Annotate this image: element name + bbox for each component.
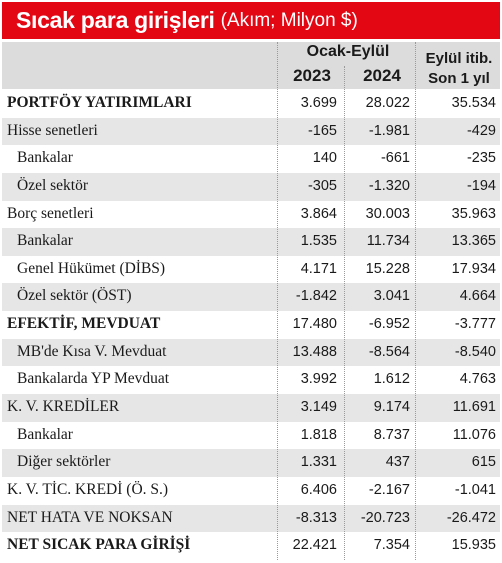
cell-trailing-12m: 17.934 <box>451 260 496 277</box>
cell-trailing-12m: 11.691 <box>452 399 496 416</box>
row-label: NET SICAK PARA GİRİŞİ <box>7 536 191 554</box>
row-label: K. V. KREDİLER <box>7 398 120 416</box>
table-row: MB'de Kısa V. Mevduat 13.488 -8.564 -8.5… <box>2 338 500 367</box>
table-row: Bankalarda YP Mevduat 3.992 1.612 4.763 <box>2 366 500 394</box>
cell-trailing-12m: -3.777 <box>454 316 496 333</box>
cell-2024: 1.612 <box>373 371 410 388</box>
row-label: Borç senetleri <box>7 204 94 222</box>
cell-2023: 3.864 <box>300 205 337 222</box>
table-row: Hisse senetleri -165 -1.981 -429 <box>2 117 500 146</box>
cell-2023: 3.149 <box>300 399 337 416</box>
table-title-bar: Sıcak para girişleri (Akım; Milyon $) <box>2 2 500 39</box>
cell-2024: -20.723 <box>360 509 410 526</box>
cell-2023: -8.313 <box>295 509 337 526</box>
cell-trailing-12m: -235 <box>466 150 496 167</box>
cell-2023: 1.535 <box>300 233 337 250</box>
table-row: Genel Hükümet (DİBS) 4.171 15.228 17.934 <box>2 256 500 284</box>
cell-2024: -661 <box>380 150 410 167</box>
table-body: PORTFÖY YATIRIMLARI 3.699 28.022 35.534 … <box>2 90 500 560</box>
row-label: NET HATA VE NOKSAN <box>7 508 173 526</box>
row-label: Özel sektör <box>17 176 89 194</box>
row-label: Genel Hükümet (DİBS) <box>17 259 166 277</box>
table-row: Özel sektör -305 -1.320 -194 <box>2 172 500 201</box>
cell-trailing-12m: -26.472 <box>446 509 496 526</box>
cell-2023: 13.488 <box>292 343 337 360</box>
table-row: Borç senetleri 3.864 30.003 35.963 <box>2 201 500 229</box>
table-row: Bankalar 1.818 8.737 11.076 <box>2 422 500 450</box>
table-row: K. V. KREDİLER 3.149 9.174 11.691 <box>2 394 500 422</box>
cell-2023: 17.480 <box>292 316 337 333</box>
cell-2023: 1.818 <box>300 426 337 443</box>
table-subtitle: (Akım; Milyon $) <box>220 9 358 31</box>
cell-2024: 7.354 <box>373 537 410 554</box>
cell-2024: -8.564 <box>368 343 410 360</box>
table-row: Diğer sektörler 1.331 437 615 <box>2 449 500 477</box>
row-label: Hisse senetleri <box>7 121 98 139</box>
cell-2024: 437 <box>385 454 410 471</box>
row-label: Bankalar <box>17 149 73 167</box>
table-header: Ocak-Eylül 2023 2024 Eylül itib. Son 1 y… <box>2 42 500 89</box>
cell-2023: 3.992 <box>300 371 337 388</box>
header-period: Ocak-Eylül <box>306 43 390 60</box>
header-year-2024: 2024 <box>363 66 401 85</box>
cell-2024: -2.167 <box>368 481 410 498</box>
cell-2023: -305 <box>307 177 337 194</box>
cell-2024: 11.734 <box>366 233 410 250</box>
row-label: EFEKTİF, MEVDUAT <box>7 315 161 333</box>
cell-2024: 9.174 <box>373 399 410 416</box>
cell-2023: 22.421 <box>292 537 337 554</box>
table-row: Özel sektör (ÖST) -1.842 3.041 4.664 <box>2 283 500 312</box>
cell-2024: -1.981 <box>368 122 410 139</box>
cell-2023: 4.171 <box>300 260 337 277</box>
row-label: MB'de Kısa V. Mevduat <box>17 342 167 360</box>
table-row: NET HATA VE NOKSAN -8.313 -20.723 -26.47… <box>2 504 500 533</box>
cell-trailing-12m: 4.664 <box>459 288 496 305</box>
header-trailing-line2: Son 1 yıl <box>428 70 490 87</box>
row-label: Diğer sektörler <box>17 453 111 471</box>
cell-2023: -165 <box>307 122 337 139</box>
row-label: PORTFÖY YATIRIMLARI <box>7 94 192 111</box>
cell-2024: -6.952 <box>368 316 410 333</box>
cell-2023: 6.406 <box>300 481 337 498</box>
row-label: Bankalar <box>17 425 73 443</box>
cell-trailing-12m: 11.076 <box>452 426 496 443</box>
row-label: Bankalar <box>17 232 73 250</box>
cell-2023: -1.842 <box>295 288 337 305</box>
cell-trailing-12m: -8.540 <box>454 343 496 360</box>
row-label: Bankalarda YP Mevduat <box>17 370 170 388</box>
cell-trailing-12m: 4.763 <box>459 371 496 388</box>
row-label: K. V. TİC. KREDİ (Ö. S.) <box>7 480 169 498</box>
header-trailing-line1: Eylül itib. <box>425 50 493 67</box>
cell-2024: 8.737 <box>373 426 410 443</box>
cell-2024: 28.022 <box>365 95 410 111</box>
header-year-2023: 2023 <box>293 66 331 85</box>
table-row: NET SICAK PARA GİRİŞİ 22.421 7.354 15.93… <box>2 532 500 560</box>
cell-trailing-12m: 13.365 <box>451 233 496 250</box>
cell-2024: 15.228 <box>365 260 410 277</box>
cell-2023: 1.331 <box>300 454 337 471</box>
cell-2023: 140 <box>312 150 337 167</box>
table-row: PORTFÖY YATIRIMLARI 3.699 28.022 35.534 <box>2 90 500 118</box>
row-label: Özel sektör (ÖST) <box>17 287 132 305</box>
cell-trailing-12m: -429 <box>466 122 496 139</box>
cell-trailing-12m: -1.041 <box>454 481 496 498</box>
cell-trailing-12m: 35.534 <box>451 95 496 111</box>
cell-trailing-12m: -194 <box>466 177 496 194</box>
cell-2024: 30.003 <box>365 205 410 222</box>
table-row: K. V. TİC. KREDİ (Ö. S.) 6.406 -2.167 -1… <box>2 477 500 505</box>
cell-2024: -1.320 <box>368 177 410 194</box>
table-row: EFEKTİF, MEVDUAT 17.480 -6.952 -3.777 <box>2 311 500 339</box>
cell-trailing-12m: 35.963 <box>451 205 496 222</box>
column-divider <box>415 42 416 560</box>
table-row: Bankalar 140 -661 -235 <box>2 145 500 173</box>
cell-2023: 3.699 <box>300 95 337 111</box>
table-title: Sıcak para girişleri <box>16 7 215 33</box>
cell-trailing-12m: 15.935 <box>451 537 496 554</box>
cell-trailing-12m: 615 <box>471 454 496 471</box>
cell-2024: 3.041 <box>373 288 410 305</box>
table-row: Bankalar 1.535 11.734 13.365 <box>2 228 500 256</box>
column-divider <box>277 42 278 560</box>
column-divider <box>344 66 345 560</box>
